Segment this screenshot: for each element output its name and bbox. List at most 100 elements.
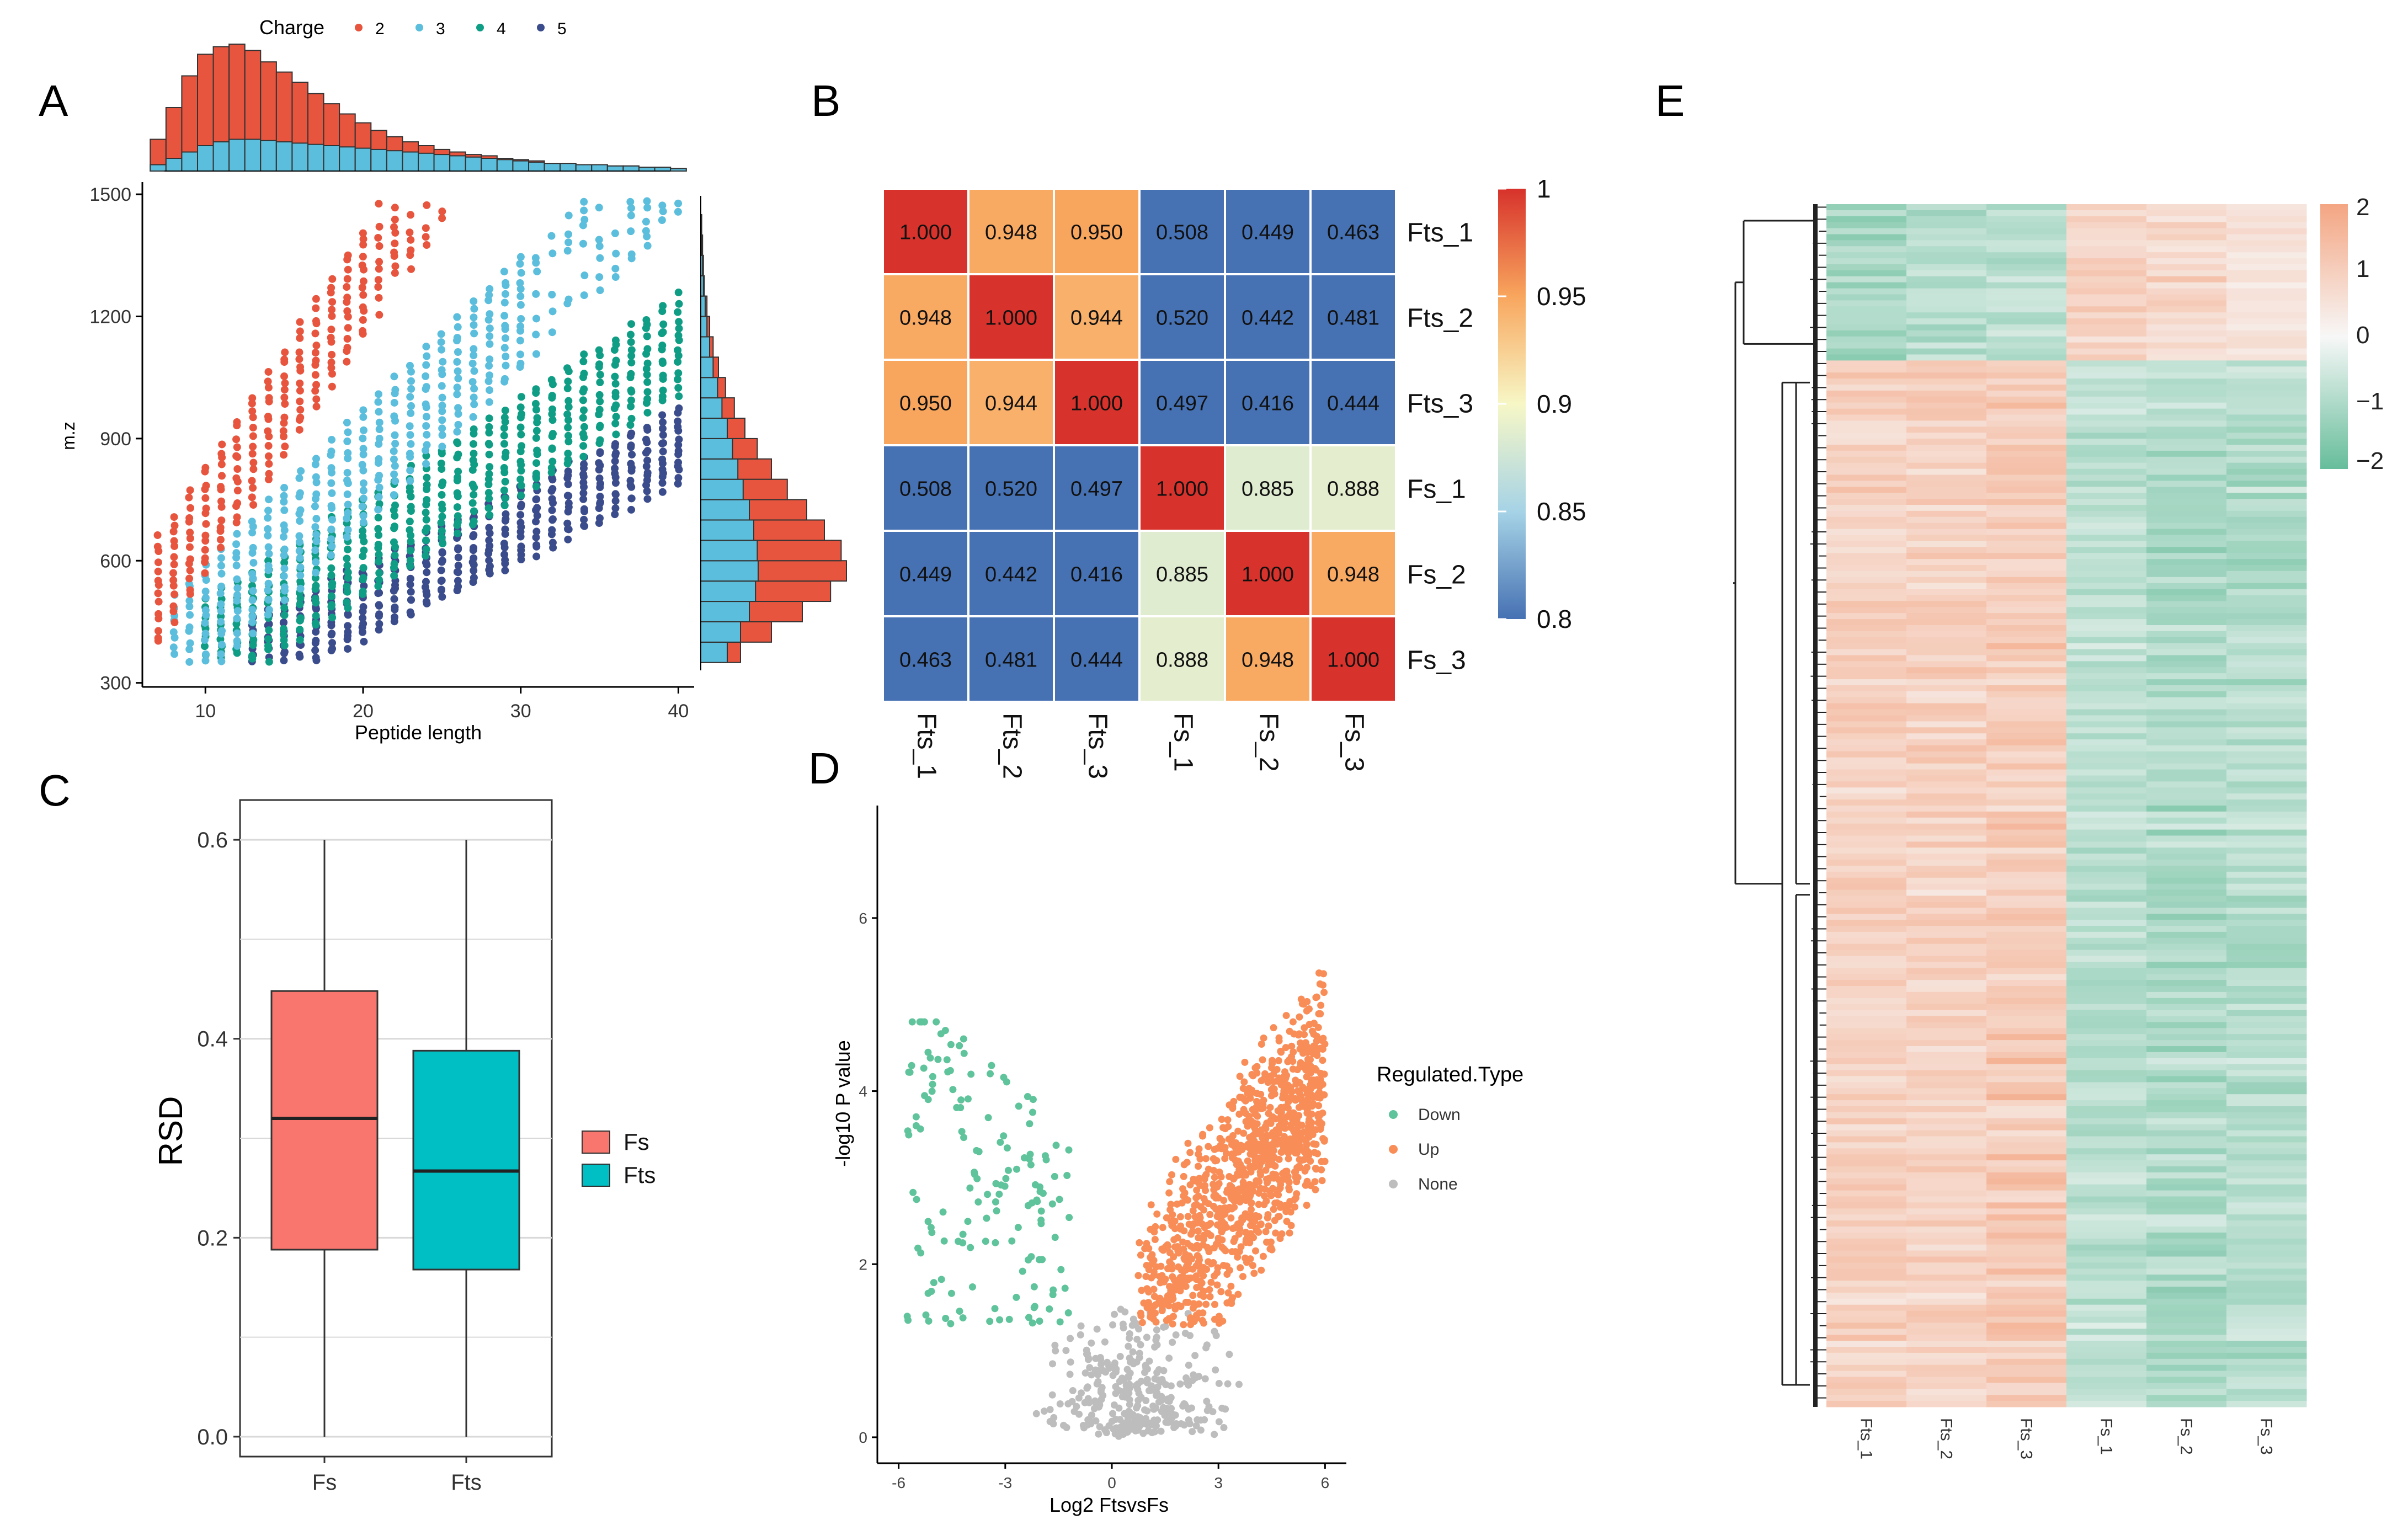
scatter-point [438, 500, 446, 509]
up-point [1138, 1319, 1146, 1326]
correlation-value: 0.520 [1156, 307, 1208, 330]
scatter-point [564, 403, 573, 411]
scatter-point [438, 207, 446, 216]
scatter-point [548, 495, 556, 503]
scatter-point [659, 447, 667, 456]
heatmap-cell [1826, 679, 1907, 686]
correlation-cell [882, 615, 969, 703]
heatmap-cell [2226, 1184, 2307, 1191]
heatmap-cell [2146, 908, 2227, 914]
up-point [1275, 1057, 1282, 1064]
scatter-point [328, 306, 336, 314]
up-point [1153, 1210, 1161, 1218]
heatmap-cell [2066, 1052, 2147, 1059]
top-hist-bar-charge3 [465, 156, 482, 172]
scatter-point [627, 414, 636, 423]
scatter-point [233, 591, 242, 599]
none-point [1189, 1377, 1196, 1384]
heatmap-cell [1986, 637, 2067, 644]
scatter-point [233, 629, 241, 637]
up-point [1147, 1201, 1155, 1209]
heatmap-cell [1906, 1196, 1987, 1203]
up-point [1318, 1166, 1325, 1174]
dendrogram-branch [1795, 894, 1810, 1386]
heatmap-cell [2066, 1064, 2147, 1071]
heatmap-cell [2146, 956, 2227, 962]
scatter-point [596, 254, 604, 262]
heatmap-cell [1826, 920, 1907, 926]
scatter-point [423, 495, 431, 504]
scatter-point [423, 430, 431, 439]
heatmap-cell [2226, 943, 2307, 951]
heatmap-cell [1986, 883, 2067, 891]
up-point [1310, 1030, 1318, 1038]
up-point [1217, 1173, 1225, 1181]
heatmap-cell [2226, 1094, 2307, 1101]
heatmap-cell [1986, 889, 2067, 896]
heatmap-cell [1986, 294, 2067, 301]
down-point [1002, 1175, 1010, 1182]
heatmap-cell [1986, 481, 2067, 487]
heatmap-cell [1826, 547, 1907, 553]
charge-legend-title: Charge [259, 16, 324, 39]
scatter-point [248, 394, 257, 402]
heatmap-cell [2066, 956, 2147, 962]
panel-label-e: E [1655, 76, 1685, 125]
scatter-point [423, 481, 431, 489]
heatmap-cell [2066, 1292, 2147, 1299]
scatter-point [564, 230, 573, 238]
correlation-value: 0.444 [1070, 649, 1123, 672]
up-point [1192, 1242, 1200, 1250]
heatmap-cell [2066, 1268, 2147, 1275]
heatmap-cell [2066, 300, 2147, 307]
heatmap-cell [2146, 270, 2227, 277]
scatter-point [532, 434, 540, 442]
none-point [1202, 1344, 1210, 1352]
scatter-point [437, 330, 445, 338]
up-point [1237, 1220, 1244, 1228]
up-point [1180, 1227, 1188, 1235]
up-point [1190, 1300, 1197, 1308]
scatter-point [675, 404, 683, 413]
heatmap-cell [1906, 1401, 1987, 1407]
scatter-point [280, 483, 289, 492]
heatmap-cell [1986, 535, 2067, 541]
scatter-point [171, 521, 179, 530]
heatmap-cell [1906, 1208, 1987, 1215]
scatter-point [454, 529, 462, 537]
none-point [1211, 1327, 1218, 1335]
scatter-point [407, 236, 415, 244]
heatmap-cell [1906, 1064, 1987, 1071]
none-point [1201, 1375, 1209, 1383]
scatter-point [248, 652, 257, 660]
scatter-point [264, 412, 272, 420]
up-point [1317, 1010, 1324, 1018]
scatter-point [516, 519, 525, 527]
heatmap-cell [2226, 1028, 2307, 1035]
down-point [913, 1196, 920, 1203]
scatter-point [612, 430, 620, 439]
scatter-point [390, 559, 398, 568]
up-point [1140, 1299, 1148, 1307]
up-point [1320, 1070, 1328, 1078]
scatter-point [375, 294, 383, 302]
scatter-point [406, 477, 414, 485]
heatmap-cell [2066, 829, 2147, 836]
scatter-point [468, 359, 477, 367]
up-point [1296, 1089, 1303, 1097]
heatmap-cell [2146, 1064, 2227, 1071]
heatmap-cell [1906, 535, 1987, 541]
heatmap-cell [1986, 1100, 2067, 1107]
down-point [995, 1190, 1003, 1198]
heatmap-cell [1826, 1262, 1907, 1269]
heatmap-cell [2066, 1046, 2147, 1053]
up-point [1243, 1259, 1250, 1266]
scatter-point [391, 262, 399, 270]
scatter-point [470, 329, 478, 338]
none-point [1218, 1404, 1226, 1412]
heatmap-cell [2066, 655, 2147, 662]
scatter-point [453, 383, 461, 392]
cluster-colorbar-label: −1 [2356, 388, 2384, 415]
heatmap-cell [1986, 312, 2067, 319]
heatmap-cell [1986, 246, 2067, 253]
